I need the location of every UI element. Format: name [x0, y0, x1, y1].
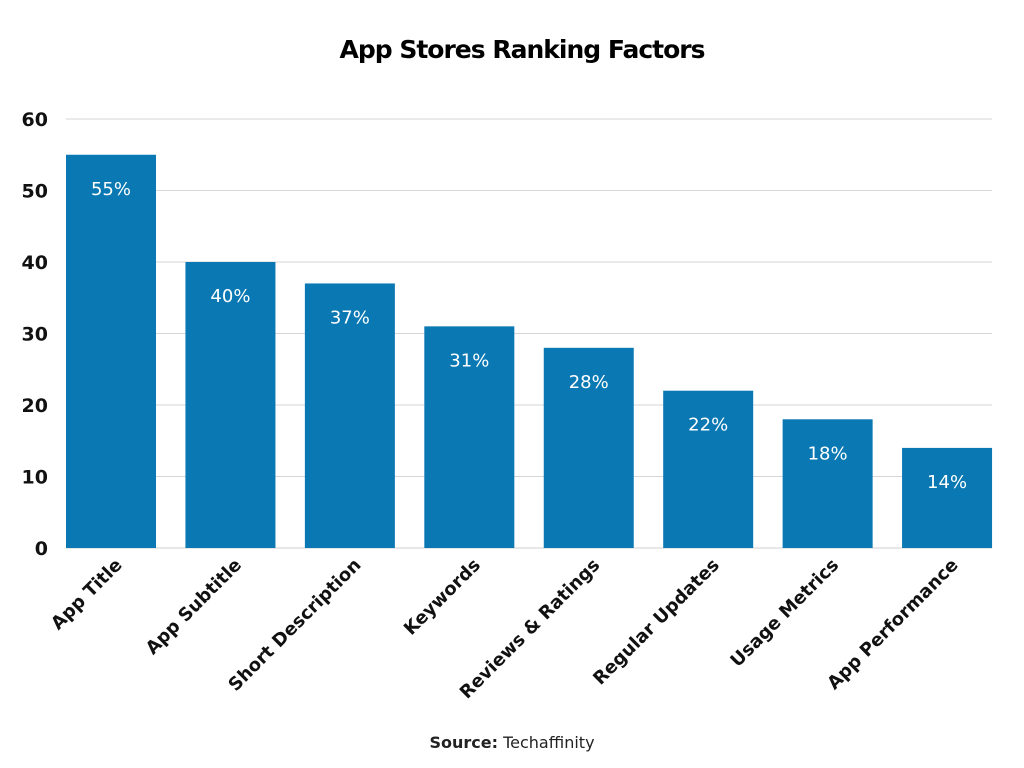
data-label: 14%	[927, 472, 967, 493]
y-tick-label: 20	[22, 395, 48, 417]
y-tick-label: 60	[22, 109, 48, 131]
bar	[902, 447, 993, 548]
x-tick-label: App Subtitle	[142, 555, 246, 659]
x-tick-label: Reviews & Ratings	[456, 555, 604, 703]
x-tick-label: Regular Updates	[589, 555, 724, 690]
source-value: Techaffinity	[502, 733, 594, 752]
x-tick-label: Usage Metrics	[726, 555, 843, 672]
source-label: Source:	[429, 733, 498, 752]
bar	[66, 154, 156, 548]
x-tick-label: Short Description	[224, 555, 365, 696]
data-label: 31%	[449, 350, 489, 371]
data-label: 40%	[210, 286, 250, 307]
data-label: 28%	[569, 372, 609, 393]
y-tick-label: 10	[22, 467, 48, 489]
x-tick-label: Keywords	[400, 555, 485, 640]
bar	[543, 347, 634, 548]
y-tick-label: 0	[35, 538, 48, 560]
data-label: 37%	[330, 307, 370, 328]
source-note: Source: Techaffinity	[429, 733, 594, 752]
bar	[185, 262, 276, 548]
data-label: 22%	[688, 415, 728, 436]
y-tick-label: 40	[22, 252, 48, 274]
y-tick-label: 30	[22, 324, 48, 346]
data-label: 18%	[808, 443, 848, 464]
chart-title: App Stores Ranking Factors	[340, 35, 705, 64]
bar	[663, 390, 754, 548]
bar	[782, 419, 873, 548]
bar	[424, 326, 515, 548]
bar	[304, 283, 395, 548]
y-tick-label: 50	[22, 181, 48, 203]
x-tick-label: App Title	[47, 555, 126, 634]
data-label: 55%	[91, 179, 131, 200]
x-tick-label: App Performance	[823, 555, 962, 694]
